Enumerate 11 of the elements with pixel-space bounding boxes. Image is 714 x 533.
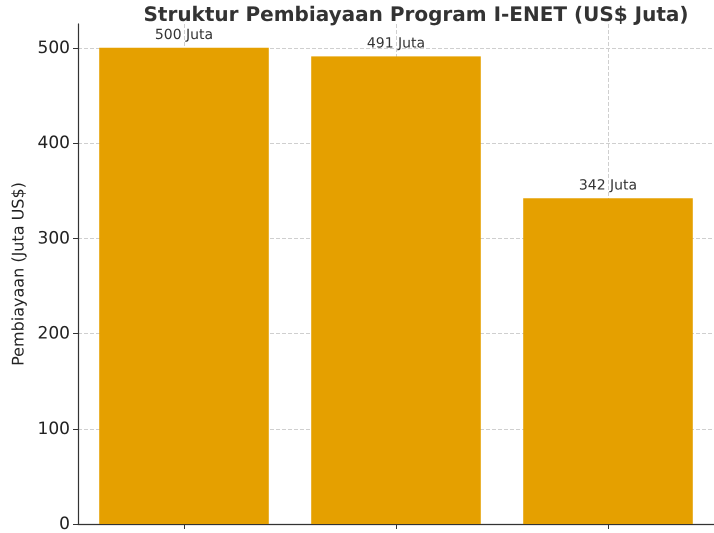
chart-title: Struktur Pembiayaan Program I-ENET (US$ Juta) bbox=[143, 2, 689, 26]
y-tick-label: 0 bbox=[59, 514, 70, 533]
y-tick-label: 200 bbox=[38, 324, 70, 344]
data-label: 491 Juta bbox=[366, 35, 426, 52]
y-tick-label: 400 bbox=[38, 133, 70, 154]
y-tick-label: 300 bbox=[38, 228, 70, 248]
y-axis-title: Pembiayaan (Juta US$) bbox=[8, 182, 28, 366]
y-tick-label: 100 bbox=[38, 418, 70, 439]
data-label: 342 Juta bbox=[578, 177, 638, 194]
data-label: 500 Juta bbox=[154, 26, 214, 43]
y-tick-label: 500 bbox=[38, 38, 70, 58]
